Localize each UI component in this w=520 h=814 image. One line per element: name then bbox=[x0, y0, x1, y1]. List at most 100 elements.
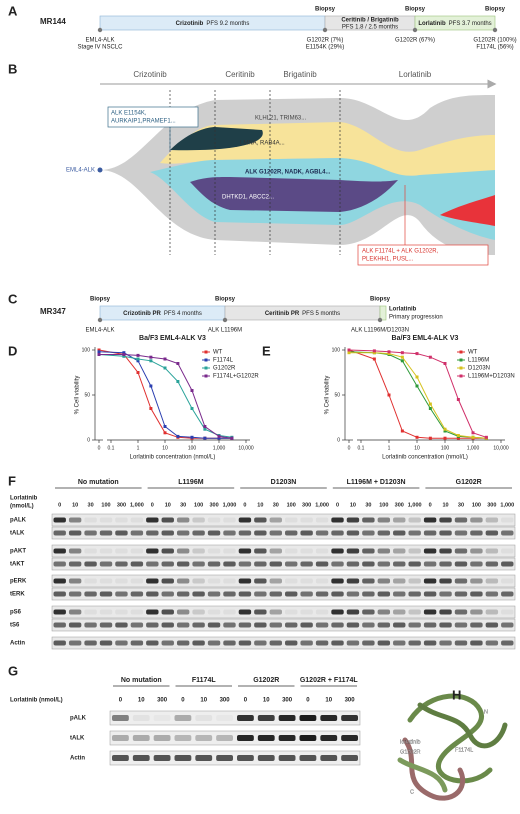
band bbox=[223, 640, 236, 646]
band bbox=[501, 548, 514, 554]
band bbox=[341, 755, 358, 761]
start-note: EML4-ALK bbox=[85, 38, 114, 44]
fish-plot bbox=[97, 79, 497, 266]
legend-marker bbox=[204, 358, 208, 362]
data-point bbox=[372, 351, 376, 355]
band bbox=[269, 548, 282, 554]
band bbox=[454, 622, 468, 628]
band bbox=[423, 548, 437, 554]
legend-label: G1202R bbox=[213, 366, 236, 372]
band bbox=[146, 578, 159, 584]
membrane bbox=[109, 750, 361, 766]
data-point bbox=[456, 398, 460, 401]
data-point bbox=[428, 407, 432, 410]
membrane bbox=[109, 730, 361, 746]
band bbox=[238, 561, 252, 567]
band bbox=[362, 640, 375, 646]
data-point bbox=[484, 435, 488, 439]
curve bbox=[348, 351, 487, 439]
band bbox=[223, 561, 236, 567]
y-tick-label: 50 bbox=[334, 392, 340, 398]
dose-label: 10 bbox=[138, 698, 145, 704]
band bbox=[485, 530, 499, 536]
dose-label: 0 bbox=[151, 502, 154, 508]
membrane bbox=[51, 605, 516, 619]
treatment: Crizotinib PR PFS 4 months bbox=[123, 311, 202, 317]
band bbox=[84, 640, 97, 646]
band bbox=[377, 591, 391, 597]
band bbox=[192, 640, 205, 646]
band bbox=[223, 609, 236, 615]
band bbox=[300, 530, 313, 536]
band bbox=[161, 548, 174, 554]
x-tick-label: 1,000 bbox=[467, 445, 480, 451]
band bbox=[192, 578, 205, 584]
panel-label: E bbox=[262, 343, 271, 358]
data-point bbox=[176, 434, 180, 438]
band bbox=[99, 530, 113, 536]
band bbox=[99, 609, 113, 615]
biopsy-label: Biopsy bbox=[485, 7, 506, 13]
origin-label: EML4-ALK bbox=[66, 168, 95, 174]
band bbox=[501, 609, 514, 615]
data-point bbox=[97, 350, 101, 354]
data-point bbox=[415, 384, 419, 388]
band bbox=[331, 622, 344, 628]
membrane bbox=[51, 636, 516, 650]
band bbox=[299, 715, 317, 721]
band bbox=[115, 609, 128, 615]
data-point bbox=[136, 353, 140, 357]
dose-label: 300 bbox=[395, 502, 404, 508]
band bbox=[176, 622, 190, 628]
band bbox=[454, 640, 468, 646]
band bbox=[377, 530, 391, 536]
band bbox=[278, 735, 296, 741]
protein-structure bbox=[397, 693, 508, 801]
band bbox=[439, 548, 452, 554]
structure-label: N bbox=[484, 709, 488, 715]
band bbox=[207, 640, 221, 646]
band bbox=[254, 622, 267, 628]
band bbox=[362, 530, 375, 536]
x-axis-label: Lorlatinib concentration (nmol/L) bbox=[382, 455, 468, 461]
curve bbox=[99, 354, 232, 439]
band bbox=[393, 578, 406, 584]
band bbox=[195, 735, 213, 741]
treatment-drug: Crizotinib PR bbox=[123, 311, 161, 317]
band bbox=[300, 548, 313, 554]
band bbox=[68, 640, 82, 646]
band bbox=[393, 517, 406, 523]
data-point bbox=[217, 436, 221, 440]
start-note: Stage IV NSCLC bbox=[77, 45, 123, 51]
x-tick-label: 0 bbox=[348, 445, 351, 451]
biopsy-label: Biopsy bbox=[215, 297, 236, 303]
band bbox=[485, 548, 499, 554]
membrane bbox=[51, 513, 516, 527]
dose-label: 10 bbox=[200, 698, 207, 704]
unit-label: (nmol/L) bbox=[10, 504, 34, 510]
band bbox=[130, 548, 144, 554]
protein-label: pERK bbox=[10, 579, 27, 585]
band bbox=[393, 530, 406, 536]
dose-label: 0 bbox=[119, 698, 123, 704]
biopsy-point bbox=[97, 317, 103, 323]
curve bbox=[349, 352, 487, 439]
band bbox=[285, 530, 298, 536]
membrane bbox=[51, 587, 516, 601]
biopsy-label: Biopsy bbox=[90, 297, 111, 303]
dose-label: 0 bbox=[181, 698, 185, 704]
curve bbox=[348, 349, 487, 438]
y-tick-label: 100 bbox=[332, 347, 341, 353]
band bbox=[300, 578, 313, 584]
clone-label: KLHL21, TRIM63... bbox=[255, 116, 307, 122]
band bbox=[300, 640, 313, 646]
band bbox=[238, 578, 252, 584]
band bbox=[408, 622, 421, 628]
dose-label: 300 bbox=[220, 698, 231, 704]
dose-label: 30 bbox=[273, 502, 279, 508]
band bbox=[285, 591, 298, 597]
band bbox=[161, 530, 174, 536]
band bbox=[377, 622, 391, 628]
band bbox=[299, 755, 317, 761]
band bbox=[362, 578, 375, 584]
